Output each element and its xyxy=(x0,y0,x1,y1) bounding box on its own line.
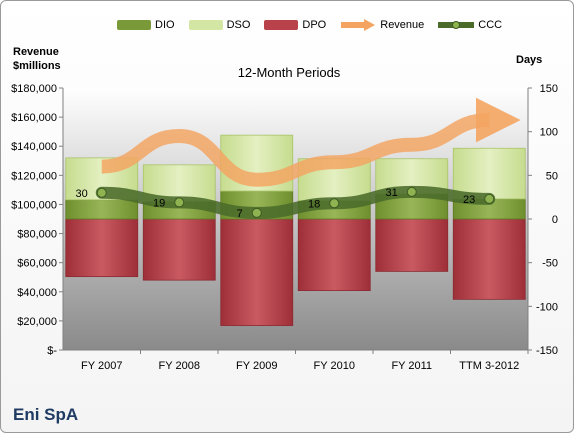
ccc-point xyxy=(251,207,262,218)
legend-swatch xyxy=(341,19,376,31)
ccc-data-label: 19 xyxy=(153,197,165,209)
right-tick-label: -100 xyxy=(536,301,558,313)
x-tick-label: FY 2008 xyxy=(159,360,200,372)
x-tick-label: TTM 3-2012 xyxy=(459,360,519,372)
legend-item-dso: DSO xyxy=(188,19,251,31)
ccc-point xyxy=(484,193,495,204)
left-axis-title: Revenue $millions xyxy=(13,46,61,72)
legend-swatch xyxy=(188,20,223,30)
right-tick-label: 100 xyxy=(540,127,558,139)
revenue-line xyxy=(101,97,521,187)
ccc-data-label: 23 xyxy=(463,194,475,206)
right-tick-label: 0 xyxy=(552,214,558,226)
bar-dpo xyxy=(375,218,449,272)
left-tick-label: $60,000 xyxy=(17,258,57,270)
legend-label: DPO xyxy=(302,19,327,31)
legend-swatch xyxy=(117,20,151,30)
legend-item-dio: DIO xyxy=(117,19,175,31)
plot-title: 12-Month Periods xyxy=(238,65,341,80)
ccc-point xyxy=(406,186,417,197)
ccc-point xyxy=(329,198,340,209)
ccc-line xyxy=(95,185,496,219)
bar-dio xyxy=(65,199,139,220)
bar-dpo xyxy=(65,218,139,278)
ccc-data-label: 31 xyxy=(386,187,398,199)
right-tick-label: 50 xyxy=(546,170,558,182)
left-tick-label: $40,000 xyxy=(17,287,57,299)
legend-label: CCC xyxy=(478,19,503,31)
bar-dpo xyxy=(142,218,216,281)
legend-swatch xyxy=(438,21,475,29)
bar-dpo xyxy=(452,218,526,300)
ccc-data-label: 30 xyxy=(76,188,88,200)
left-tick-label: $100,000 xyxy=(11,199,57,211)
ccc-point xyxy=(96,187,107,198)
legend-item-dpo: DPO xyxy=(264,19,326,31)
right-tick-label: -150 xyxy=(536,345,558,357)
legend-item-ccc: CCC xyxy=(438,19,502,31)
company-name: Eni SpA xyxy=(13,405,79,424)
right-axis-title: Days xyxy=(516,54,542,66)
ccc-point xyxy=(174,197,185,208)
bar-dso xyxy=(452,147,526,200)
left-axis-title-line: Revenue xyxy=(13,46,59,58)
right-tick-label: -50 xyxy=(542,258,558,270)
x-tick-label: FY 2010 xyxy=(314,360,355,372)
x-tick-label: FY 2007 xyxy=(81,360,122,372)
legend-label: DIO xyxy=(155,19,175,31)
legend: DIO DSO DPO Revenue CCC xyxy=(117,15,502,35)
bar-dpo xyxy=(297,218,371,292)
legend-item-revenue: Revenue xyxy=(340,19,424,31)
legend-label: DSO xyxy=(226,19,251,31)
left-tick-label: $120,000 xyxy=(11,170,57,182)
bar-dpo xyxy=(220,218,294,326)
legend-label: Revenue xyxy=(380,19,425,31)
left-tick-label: $80,000 xyxy=(17,229,57,241)
left-tick-label: $160,000 xyxy=(11,112,57,124)
left-tick-label: $20,000 xyxy=(17,316,57,328)
left-tick-label: $180,000 xyxy=(11,83,57,95)
left-tick-label: $140,000 xyxy=(11,141,57,153)
ccc-data-label: 7 xyxy=(237,208,243,220)
ccc-data-label: 18 xyxy=(308,198,320,210)
x-tick-label: FY 2009 xyxy=(236,360,277,372)
left-tick-label: $- xyxy=(47,345,57,357)
right-tick-label: 150 xyxy=(540,83,558,95)
left-axis-title-line: $millions xyxy=(13,60,61,72)
legend-swatch xyxy=(264,20,299,30)
x-tick-label: FY 2011 xyxy=(391,360,432,372)
